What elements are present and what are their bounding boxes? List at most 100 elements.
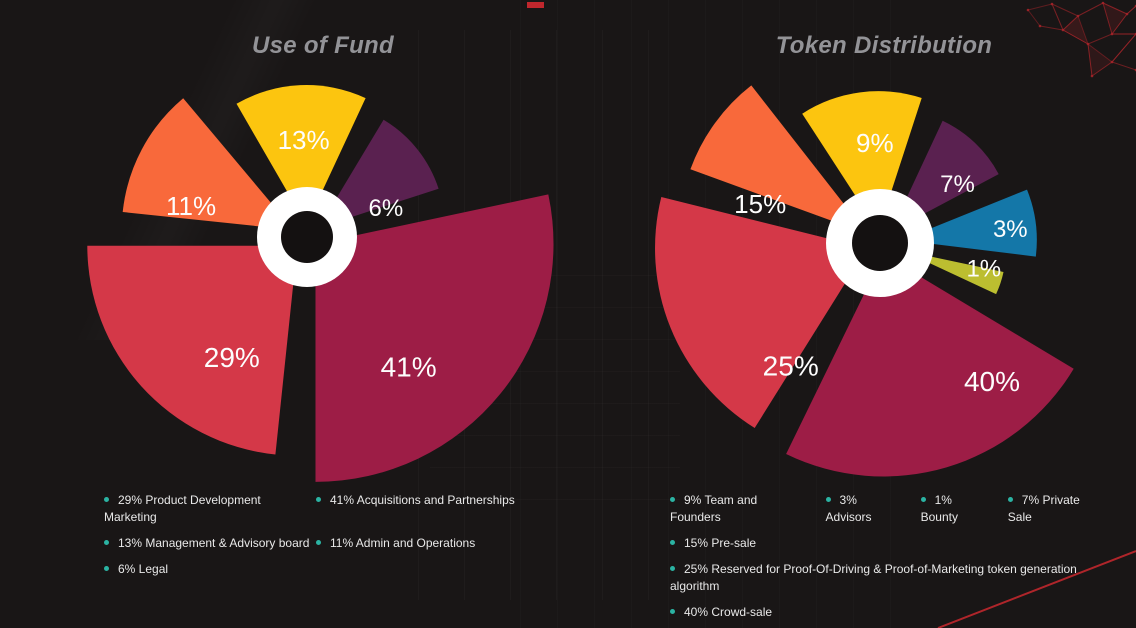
legend-row: 13% Management & Advisory board 11% Admin… (104, 535, 604, 552)
mesh-node (1038, 24, 1042, 28)
mesh-node (1101, 1, 1105, 5)
mesh-edge (1102, 2, 1128, 15)
pie-slice-7% (891, 120, 999, 232)
bullet-icon (670, 609, 675, 614)
mesh-edge (1087, 33, 1113, 45)
slice-label: 29% (204, 342, 260, 373)
legend-item: 7% Private Sale (1007, 492, 1106, 526)
legend-label: 40% Crowd-sale (684, 605, 773, 619)
slice-label: 7% (940, 171, 975, 198)
legend-row: 40% Crowd-sale (670, 604, 1122, 621)
bullet-icon (670, 540, 675, 545)
mesh-facet (1063, 16, 1088, 44)
legend-item: 25% Reserved for Proof-Of-Driving & Proo… (670, 561, 1106, 595)
legend-item: 13% Management & Advisory board (104, 535, 316, 552)
mesh-edge (1111, 61, 1136, 71)
bullet-icon (316, 497, 321, 502)
chart-title-token-distribution: Token Distribution (775, 32, 993, 59)
legend-label: 15% Pre-sale (684, 536, 757, 550)
slice-label: 6% (369, 195, 404, 222)
legend-row: 15% Pre-sale (670, 535, 1122, 552)
slice-label: 25% (763, 351, 819, 382)
legend-token-distribution: 9% Team and Founders 3% Advisors 1% Bounty… (670, 492, 1122, 628)
bullet-icon (104, 566, 109, 571)
slice-label: 9% (856, 128, 894, 158)
slice-label: 40% (964, 366, 1020, 397)
legend-item: 29% Product Development Marketing (104, 492, 316, 526)
legend-row: 9% Team and Founders 3% Advisors 1% Bounty… (670, 492, 1122, 526)
mesh-node (1110, 32, 1114, 36)
slice-label: 15% (734, 189, 786, 219)
mesh-edge (1051, 3, 1079, 17)
slice-label: 41% (381, 352, 437, 383)
slice-label: 11% (166, 191, 216, 221)
donut-center (281, 211, 333, 263)
pie-slice-29% (87, 245, 298, 455)
pie-slice-11% (122, 98, 294, 230)
network-mesh-graphic (1026, 1, 1136, 78)
mesh-node (1110, 60, 1114, 64)
slice-label: 1% (966, 255, 1001, 282)
mesh-edge (1027, 3, 1053, 11)
legend-label: 1% Bounty (920, 493, 958, 524)
legend-label: 13% Management & Advisory board (118, 536, 310, 550)
bullet-icon (1007, 497, 1013, 502)
mesh-edge (1051, 3, 1064, 31)
red-diagonal-line-graphic (937, 550, 1136, 628)
pie-slice-3% (901, 189, 1037, 257)
legend-item: 6% Legal (104, 561, 316, 578)
mesh-edge (1077, 15, 1089, 45)
bullet-icon (825, 497, 831, 502)
legend-label: 6% Legal (118, 562, 169, 576)
pie-slice-13% (236, 85, 366, 225)
legend-label: 41% Acquisitions and Partnerships (330, 493, 515, 507)
legend-item: 3% Advisors (825, 492, 905, 526)
slice-label: 13% (278, 125, 330, 155)
mesh-node (1086, 42, 1090, 46)
legend-item: 41% Acquisitions and Partnerships (316, 492, 528, 509)
mesh-edge (1039, 25, 1064, 31)
pie-slice-41% (315, 194, 554, 482)
mesh-facet (1103, 3, 1127, 34)
pie-slice-40% (786, 254, 1074, 477)
mesh-node (1076, 14, 1080, 18)
legend-row: 25% Reserved for Proof-Of-Driving & Proo… (670, 561, 1122, 595)
mesh-edge (1062, 15, 1079, 31)
mesh-edge (1111, 33, 1136, 63)
mesh-edge (1102, 2, 1113, 35)
pie-chart-token-distribution: 9% 7% 3% 1% 40% 25% 15% (655, 85, 1074, 477)
legend-item: 1% Bounty (920, 492, 992, 526)
legend-label: 11% Admin and Operations (330, 536, 476, 550)
legend-row: 29% Product Development Marketing 41% Acq… (104, 492, 604, 526)
mesh-edge (1126, 5, 1136, 15)
pie-chart-use-of-fund: 13% 6% 41% 29% 11% (87, 85, 554, 482)
red-dash-graphic (527, 2, 544, 8)
mesh-edge (1087, 43, 1093, 77)
legend-row: 6% Legal (104, 561, 604, 578)
pie-slice-9% (802, 91, 922, 232)
bullet-icon (670, 566, 675, 571)
mesh-node (1026, 8, 1030, 12)
legend-label: 9% Team and Founders (670, 493, 758, 524)
bullet-icon (316, 540, 321, 545)
mesh-node (1050, 2, 1054, 6)
legend-use-of-fund: 29% Product Development Marketing 41% Acq… (104, 492, 604, 587)
legend-label: 7% Private Sale (1007, 493, 1080, 524)
mesh-node (1125, 12, 1129, 16)
mesh-edge (1091, 61, 1113, 77)
legend-label: 29% Product Development Marketing (104, 493, 261, 524)
bullet-icon (104, 540, 109, 545)
chart-title-use-of-fund: Use of Fund (252, 32, 394, 59)
mesh-edge (1062, 29, 1089, 45)
donut-center (852, 215, 908, 271)
mesh-node (1061, 28, 1065, 32)
legend-item: 11% Admin and Operations (316, 535, 528, 552)
legend-item: 40% Crowd-sale (670, 604, 772, 621)
pie-slice-6% (318, 119, 439, 228)
slice-label: 3% (993, 216, 1028, 243)
pie-slice-15% (690, 85, 868, 234)
legend-label: 3% Advisors (825, 493, 872, 524)
mesh-edge (1087, 43, 1113, 63)
